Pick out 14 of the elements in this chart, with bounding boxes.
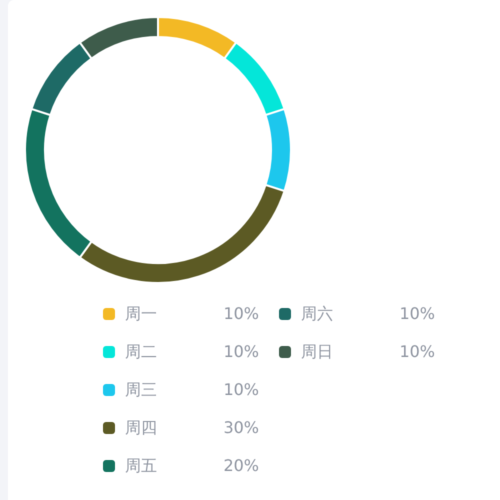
legend-label: 周一	[125, 304, 158, 324]
legend-label: 周三	[125, 380, 158, 400]
legend-label: 周日	[301, 342, 334, 362]
legend-label: 周四	[125, 418, 158, 438]
legend-label: 周六	[301, 304, 334, 324]
data-label: 30%	[223, 418, 259, 438]
legend-label: 周二	[125, 342, 158, 362]
legend-label: 周五	[125, 456, 158, 476]
data-label: 10%	[223, 380, 259, 400]
data-label: 10%	[223, 304, 259, 324]
data-label: 10%	[399, 342, 435, 362]
data-label: 10%	[399, 304, 435, 324]
data-label: 10%	[223, 342, 259, 362]
data-label: 20%	[223, 456, 259, 476]
